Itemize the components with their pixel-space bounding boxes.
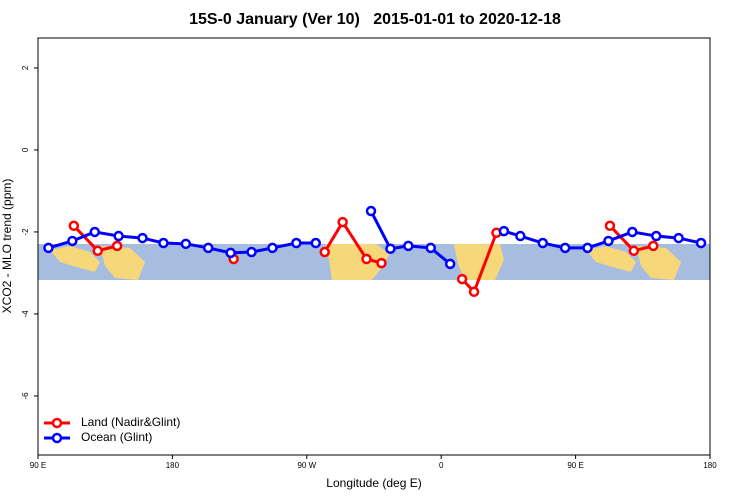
data-point: [267, 242, 278, 254]
data-point: [291, 237, 302, 249]
data-point: [180, 238, 192, 250]
data-point: [68, 220, 80, 232]
data-point: [89, 226, 100, 238]
data-point: [92, 245, 103, 257]
y-tick-label: -2: [21, 228, 30, 236]
data-point: [365, 205, 377, 217]
data-point: [337, 216, 348, 228]
x-tick-label: 180: [703, 461, 717, 470]
x-tick-label: 90 W: [297, 461, 316, 470]
data-point: [319, 246, 330, 258]
land-shape: [636, 246, 681, 280]
data-point: [582, 242, 593, 254]
data-point: [158, 237, 169, 249]
data-point: [225, 247, 236, 259]
data-point: [648, 240, 659, 252]
chart-title: 15S-0 January (Ver 10) 2015-01-01 to 202…: [189, 11, 561, 28]
data-point: [650, 230, 662, 242]
y-tick-label: 2: [21, 65, 30, 70]
data-point: [425, 242, 436, 254]
x-tick-label: 90 E: [567, 461, 583, 470]
data-point: [310, 237, 322, 249]
legend-label: Land (Nadir&Glint): [81, 415, 180, 429]
land-shape: [454, 244, 504, 280]
plot-frame: [37, 37, 711, 456]
y-axis-label: XCO2 - MLO trend (ppm): [0, 179, 14, 314]
data-point: [444, 258, 456, 270]
data-point: [695, 237, 707, 249]
data-point: [43, 242, 54, 254]
x-axis-label: Longitude (deg E): [326, 476, 421, 490]
x-tick-label: 180: [166, 461, 180, 470]
data-point: [627, 226, 638, 238]
data-point: [385, 243, 396, 255]
y-tick-label: 0: [21, 147, 30, 152]
x-tick-label: 90 E: [30, 461, 46, 470]
land-shape: [100, 246, 145, 280]
data-point: [515, 230, 526, 242]
data-point: [456, 273, 468, 285]
land-shape: [326, 244, 390, 280]
data-point: [537, 237, 548, 249]
data-point: [403, 240, 414, 252]
data-point: [113, 230, 124, 242]
data-point: [604, 220, 616, 232]
legend-marker: [51, 432, 63, 444]
data-point: [361, 253, 372, 265]
data-point: [67, 235, 78, 247]
land-shape: [50, 246, 100, 272]
data-point: [376, 257, 387, 269]
legend-label: Ocean (Glint): [81, 430, 152, 444]
data-point: [468, 286, 480, 298]
land-shape: [586, 246, 636, 272]
y-tick-label: -6: [21, 392, 30, 400]
data-point: [559, 242, 571, 254]
data-point: [603, 235, 614, 247]
data-point: [111, 240, 123, 252]
data-point: [246, 246, 257, 258]
data-point: [137, 232, 148, 244]
y-tick-label: -4: [21, 310, 30, 318]
data-point: [628, 245, 640, 257]
x-tick-label: 0: [439, 461, 444, 470]
data-point: [498, 225, 510, 237]
data-point: [202, 242, 214, 254]
legend-marker: [51, 417, 63, 429]
map-band: [38, 244, 710, 280]
data-point: [673, 232, 684, 244]
